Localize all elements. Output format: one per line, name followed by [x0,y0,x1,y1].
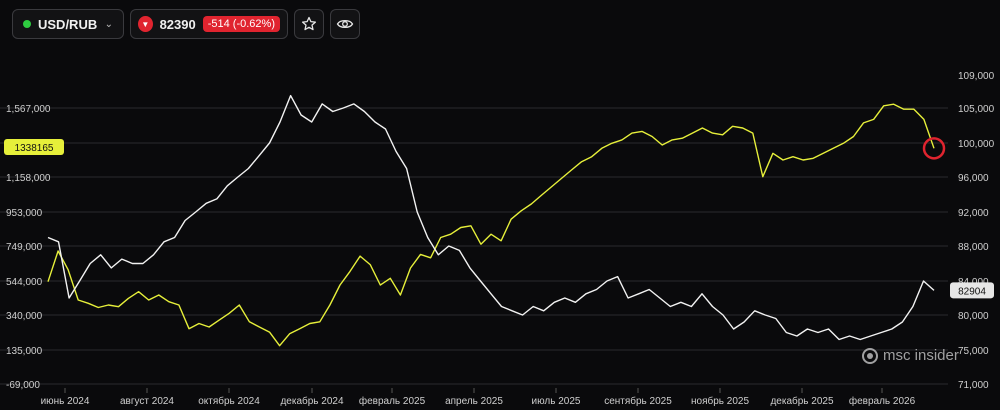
last-point-highlight [922,137,946,160]
left-tick-label: 135,000 [6,346,43,357]
market-status-dot [23,20,31,28]
x-tick-label: август 2024 [120,396,174,407]
last-price: 82390 [159,16,196,32]
quote-panel: ▼ 82390 -514 (-0.62%) [130,9,288,39]
left-tick-label: -69,000 [6,380,40,391]
eye-icon [336,19,354,29]
x-tick-label: декабрь 2024 [280,395,344,407]
symbol-selector[interactable]: USD/RUB ⌄ [12,9,124,39]
right-tick-label: 92,000 [958,208,989,219]
primary-series-line [47,103,935,347]
time-axis: июнь 2024 август 2024 октябрь 2024 декабрь … [41,388,916,407]
chart-toolbar: USD/RUB ⌄ ▼ 82390 -514 (-0.62%) [12,8,360,40]
right-value-marker [950,282,994,299]
left-tick-label: 1,158,000 [6,173,51,184]
right-tick-label: 105,000 [958,104,995,115]
watermark-text: msc insider [883,347,959,364]
right-value-marker-label: 82904 [958,286,986,297]
series-layer [47,94,935,347]
x-tick-label: июль 2025 [532,396,581,407]
left-tick-label: 749,000 [6,242,43,253]
right-tick-label: 80,000 [958,311,989,322]
x-tick-label: апрель 2025 [445,396,503,407]
right-axis: 109,000 105,000 100,000 96,000 92,000 88,000 8… [958,71,995,391]
grid-lines [0,107,948,385]
left-value-marker-label: 1338165 [15,143,54,154]
left-tick-label: 953,000 [6,208,43,219]
msc-logo-icon [862,347,878,364]
right-tick-label: 75,000 [958,346,989,357]
x-tick-label: июнь 2024 [41,396,90,407]
x-tick-label: октябрь 2024 [198,395,260,407]
x-tick-label: февраль 2026 [849,395,916,407]
x-tick-label: ноябрь 2025 [691,395,749,407]
right-tick-label: 71,000 [958,380,989,391]
right-tick-label: 88,000 [958,242,989,253]
price-change-badge: -514 (-0.62%) [202,16,280,32]
right-tick-label: 96,000 [958,173,989,184]
right-tick-label: 100,000 [958,139,995,150]
x-tick-label: февраль 2025 [359,395,426,407]
favorite-button[interactable] [294,9,324,39]
x-tick-label: декабрь 2025 [770,395,834,407]
secondary-series-line [47,94,935,341]
star-icon [301,16,317,31]
left-tick-label: 544,000 [6,277,43,288]
left-tick-label: 1,567,000 [6,104,51,115]
price-down-icon: ▼ [138,16,153,32]
visibility-button[interactable] [330,9,360,39]
left-tick-label: 340,000 [6,311,43,322]
dropdown-chevron-icon[interactable]: ⌄ [104,18,113,30]
x-tick-label: сентябрь 2025 [604,395,672,407]
left-value-marker [4,138,64,155]
watermark: msc insider [862,347,959,364]
right-tick-label: 109,000 [958,71,995,82]
symbol-label: USD/RUB [38,16,98,32]
value-markers: 1338165 82904 [4,137,994,299]
